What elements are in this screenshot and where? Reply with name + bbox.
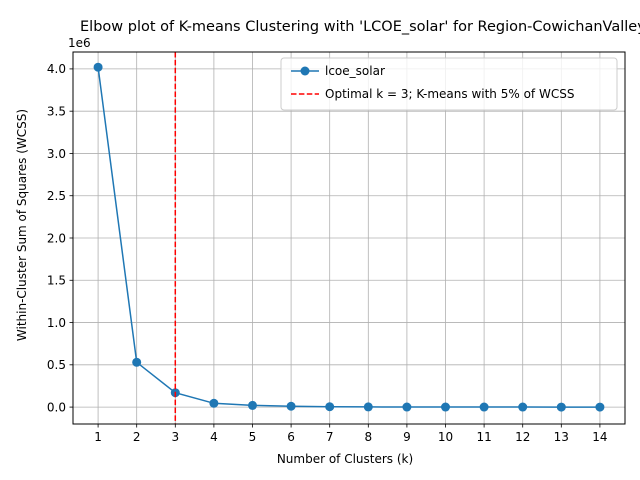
y-offset-label: 1e6 (68, 36, 91, 50)
x-tick-label: 2 (133, 430, 141, 444)
x-ticks: 1 2 3 4 5 6 7 8 9 10 11 12 13 14 (94, 424, 608, 444)
y-tick-label: 2.0 (47, 231, 66, 245)
x-tick-label: 8 (364, 430, 372, 444)
plot-marks (93, 52, 605, 424)
x-tick-label: 3 (171, 430, 179, 444)
x-axis-label: Number of Clusters (k) (277, 452, 413, 466)
y-tick-label: 3.5 (47, 104, 66, 118)
x-tick-label: 10 (438, 430, 453, 444)
y-tick-label: 3.0 (47, 147, 66, 161)
y-tick-label: 1.0 (47, 316, 66, 330)
x-tick-label: 6 (287, 430, 295, 444)
data-point (402, 402, 412, 412)
data-point (132, 357, 142, 367)
data-point (595, 402, 605, 412)
legend: lcoe_solar Optimal k = 3; K-means with 5… (280, 57, 618, 111)
plot-frame (72, 51, 626, 425)
data-point (363, 402, 373, 412)
data-point (286, 401, 296, 411)
data-point (209, 398, 219, 408)
y-tick-label: 1.5 (47, 274, 66, 288)
y-tick-label: 0.5 (47, 358, 66, 372)
x-tick-label: 9 (403, 430, 411, 444)
data-point (93, 62, 103, 72)
x-tick-label: 11 (476, 430, 491, 444)
y-axis-label: Within-Cluster Sum of Squares (WCSS) (15, 109, 29, 341)
x-tick-label: 7 (326, 430, 334, 444)
data-point (479, 402, 489, 412)
y-tick-label: 4.0 (47, 62, 66, 76)
x-tick-label: 1 (94, 430, 102, 444)
chart-title: Elbow plot of K-means Clustering with 'L… (80, 19, 640, 35)
data-point (556, 402, 566, 412)
data-point (441, 402, 451, 412)
x-tick-label: 4 (210, 430, 218, 444)
x-tick-label: 14 (592, 430, 607, 444)
data-point (247, 400, 257, 410)
y-tick-label: 2.5 (47, 189, 66, 203)
grid-lines (73, 52, 625, 424)
y-ticks: 0.0 0.5 1.0 1.5 2.0 2.5 3.0 3.5 4.0 (47, 62, 73, 414)
x-tick-label: 12 (515, 430, 530, 444)
legend-marker-sample (300, 66, 310, 76)
legend-label-vline: Optimal k = 3; K-means with 5% of WCSS (325, 87, 574, 101)
y-tick-label: 0.0 (47, 400, 66, 414)
x-tick-label: 13 (554, 430, 569, 444)
legend-label-series: lcoe_solar (325, 64, 385, 78)
data-point (518, 402, 528, 412)
series-line-lcoe-solar (97, 67, 600, 408)
data-point (325, 402, 335, 412)
legend-box (280, 57, 618, 111)
x-tick-label: 5 (249, 430, 257, 444)
